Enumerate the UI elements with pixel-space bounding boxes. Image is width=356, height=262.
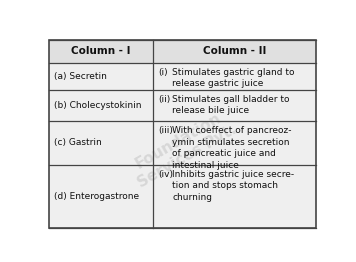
Bar bbox=[153, 90, 316, 121]
Text: Inhibits gastric juice secre-
tion and stops stomach
churning: Inhibits gastric juice secre- tion and s… bbox=[172, 170, 294, 201]
Bar bbox=[153, 165, 316, 228]
Bar bbox=[49, 165, 153, 228]
Text: Foundation
Services Pvt.: Foundation Services Pvt. bbox=[126, 106, 239, 190]
Text: Column - I: Column - I bbox=[71, 46, 131, 56]
Bar bbox=[153, 63, 316, 90]
Text: With coeffect of pancreoz-
ymin stimulates secretion
of pancreatic juice and
int: With coeffect of pancreoz- ymin stimulat… bbox=[172, 126, 292, 170]
Bar bbox=[49, 121, 153, 165]
Bar bbox=[49, 63, 153, 90]
Bar bbox=[49, 90, 153, 121]
Bar bbox=[49, 40, 153, 63]
Text: Column - II: Column - II bbox=[203, 46, 267, 56]
Text: Stimulates gall bladder to
release bile juice: Stimulates gall bladder to release bile … bbox=[172, 95, 290, 116]
Bar bbox=[153, 121, 316, 165]
Text: (iv): (iv) bbox=[158, 170, 173, 179]
Text: (c) Gastrin: (c) Gastrin bbox=[54, 138, 102, 148]
Text: (b) Cholecystokinin: (b) Cholecystokinin bbox=[54, 101, 142, 110]
Text: (iii): (iii) bbox=[158, 126, 173, 135]
Text: (i): (i) bbox=[158, 68, 168, 77]
Text: (a) Secretin: (a) Secretin bbox=[54, 72, 107, 81]
Text: Stimulates gastric gland to
release gastric juice: Stimulates gastric gland to release gast… bbox=[172, 68, 295, 88]
Text: (ii): (ii) bbox=[158, 95, 171, 104]
Bar bbox=[153, 40, 316, 63]
Text: (d) Enterogastrone: (d) Enterogastrone bbox=[54, 192, 139, 201]
